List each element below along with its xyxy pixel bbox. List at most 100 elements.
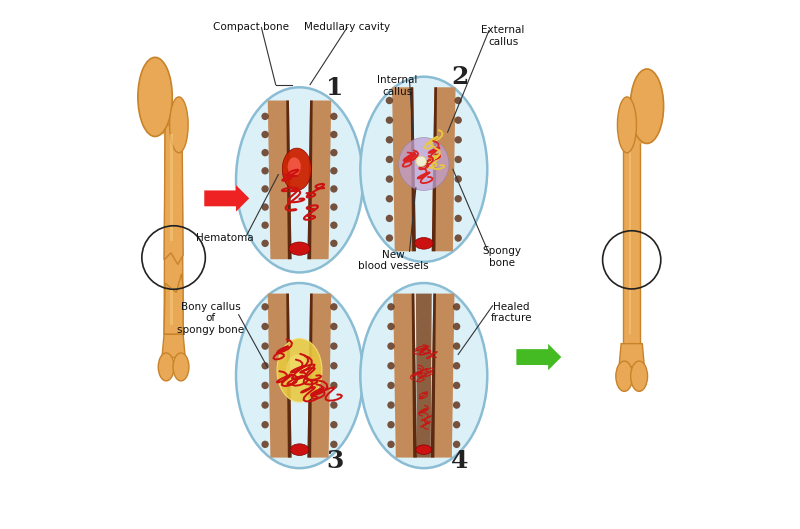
Polygon shape	[164, 125, 183, 264]
Ellipse shape	[360, 77, 487, 262]
Circle shape	[386, 234, 393, 242]
Circle shape	[330, 240, 338, 247]
Circle shape	[262, 402, 269, 409]
Polygon shape	[268, 294, 291, 458]
Circle shape	[387, 441, 394, 448]
Circle shape	[454, 136, 462, 143]
Polygon shape	[170, 288, 173, 325]
Ellipse shape	[170, 97, 188, 153]
Circle shape	[386, 195, 393, 203]
Circle shape	[330, 421, 338, 428]
Circle shape	[330, 382, 338, 389]
Text: External
callus: External callus	[482, 25, 525, 47]
Circle shape	[387, 421, 394, 428]
Circle shape	[386, 215, 393, 222]
Polygon shape	[430, 294, 436, 458]
Circle shape	[330, 222, 338, 229]
Text: New
blood vessels: New blood vessels	[358, 250, 429, 271]
Polygon shape	[162, 334, 186, 358]
Polygon shape	[416, 294, 432, 458]
Circle shape	[387, 402, 394, 409]
Ellipse shape	[277, 339, 322, 402]
Circle shape	[453, 382, 460, 389]
Polygon shape	[164, 274, 183, 334]
Circle shape	[454, 176, 462, 183]
Circle shape	[330, 342, 338, 350]
Circle shape	[387, 382, 394, 389]
Ellipse shape	[630, 69, 664, 143]
Circle shape	[453, 421, 460, 428]
Ellipse shape	[236, 283, 363, 468]
Circle shape	[330, 362, 338, 369]
Circle shape	[454, 195, 462, 203]
Circle shape	[262, 362, 269, 369]
Ellipse shape	[158, 353, 174, 381]
Text: Healed
fracture: Healed fracture	[490, 302, 532, 323]
Polygon shape	[307, 101, 313, 259]
Ellipse shape	[289, 242, 310, 256]
Ellipse shape	[416, 156, 426, 167]
Circle shape	[262, 441, 269, 448]
Text: Compact bone: Compact bone	[213, 22, 289, 32]
Polygon shape	[307, 294, 313, 458]
Ellipse shape	[630, 361, 647, 391]
Circle shape	[330, 113, 338, 120]
Ellipse shape	[398, 138, 449, 190]
Ellipse shape	[282, 148, 311, 190]
Ellipse shape	[616, 361, 633, 391]
Circle shape	[262, 203, 269, 211]
Circle shape	[387, 362, 394, 369]
Polygon shape	[307, 101, 331, 259]
Circle shape	[262, 185, 269, 193]
Circle shape	[387, 342, 394, 350]
FancyArrow shape	[204, 185, 250, 212]
Text: Medullary cavity: Medullary cavity	[304, 22, 390, 32]
Circle shape	[330, 203, 338, 211]
Ellipse shape	[286, 354, 307, 386]
Circle shape	[262, 131, 269, 138]
Circle shape	[386, 176, 393, 183]
Circle shape	[262, 421, 269, 428]
Circle shape	[330, 149, 338, 157]
Circle shape	[330, 402, 338, 409]
Circle shape	[453, 362, 460, 369]
Polygon shape	[268, 101, 291, 259]
Circle shape	[262, 342, 269, 350]
Circle shape	[386, 97, 393, 104]
Circle shape	[262, 113, 269, 120]
Circle shape	[330, 441, 338, 448]
Ellipse shape	[236, 87, 363, 272]
Circle shape	[262, 149, 269, 157]
Circle shape	[454, 116, 462, 124]
Ellipse shape	[287, 158, 301, 176]
Polygon shape	[412, 294, 417, 458]
Polygon shape	[286, 294, 291, 458]
Circle shape	[262, 303, 269, 311]
Text: 3: 3	[326, 449, 344, 473]
Text: Internal
callus: Internal callus	[377, 75, 418, 97]
Ellipse shape	[618, 97, 637, 153]
Text: 2: 2	[451, 65, 469, 89]
Text: Spongy
bone: Spongy bone	[482, 246, 522, 268]
FancyArrow shape	[516, 344, 562, 370]
Circle shape	[453, 342, 460, 350]
Circle shape	[387, 323, 394, 330]
Polygon shape	[629, 143, 631, 334]
Polygon shape	[619, 344, 644, 367]
Circle shape	[330, 303, 338, 311]
Circle shape	[330, 185, 338, 193]
Polygon shape	[432, 87, 437, 251]
Polygon shape	[633, 125, 650, 143]
Circle shape	[454, 156, 462, 163]
Circle shape	[330, 323, 338, 330]
Circle shape	[330, 131, 338, 138]
Text: Hematoma: Hematoma	[195, 233, 253, 243]
Polygon shape	[623, 134, 640, 344]
Ellipse shape	[414, 238, 433, 249]
Circle shape	[386, 116, 393, 124]
Circle shape	[453, 323, 460, 330]
Circle shape	[454, 97, 462, 104]
Ellipse shape	[360, 283, 487, 468]
Ellipse shape	[173, 353, 189, 381]
Ellipse shape	[416, 445, 432, 454]
